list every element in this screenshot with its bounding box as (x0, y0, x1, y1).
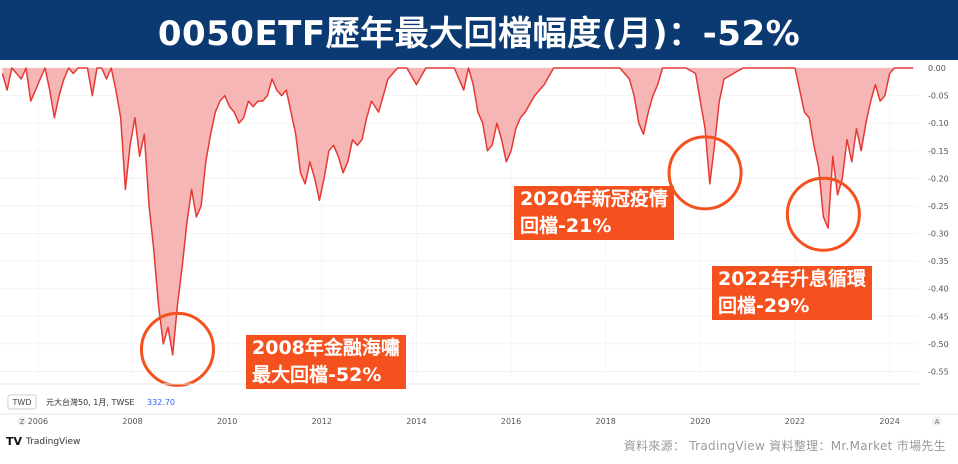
currency-label: TWD (12, 398, 32, 407)
x-tick-label: 2022 (785, 417, 805, 426)
y-tick-label: -0.25 (928, 202, 949, 211)
y-tick-label: -0.35 (928, 257, 949, 266)
callout-2020-line2: 回檔-21% (520, 215, 612, 237)
x-tick-label: 2008 (122, 417, 142, 426)
callout-2020: 2020年新冠疫情 回檔-21% (514, 186, 674, 240)
drawdown-line (1, 67, 914, 356)
x-tick-label: 2014 (406, 417, 426, 426)
callout-2008-line1: 2008年金融海嘯 (252, 337, 400, 359)
chart-title: 0050ETF歷年最大回檔幅度(月)：-52% (157, 13, 801, 54)
y-tick-label: 0.00 (928, 64, 946, 73)
y-tick-label: -0.55 (928, 367, 949, 376)
drawdown-chart: 0.00 -0.05 -0.10 -0.15 -0.20 -0.25 -0.30 -0.35 -… (0, 60, 958, 436)
x-tick-label: 2024 (879, 417, 899, 426)
tradingview-logo-text: TradingView (26, 436, 81, 447)
area-layer (1, 67, 914, 356)
axis-right-button[interactable] (932, 416, 942, 426)
data-source-credit: 資料來源： TradingView 資料整理：Mr.Market 市場先生 (623, 439, 946, 453)
circle-2022 (785, 176, 861, 252)
title-banner: 0050ETF歷年最大回檔幅度(月)：-52% (0, 0, 958, 60)
y-tick-label: -0.40 (928, 285, 949, 294)
y-tick-label: -0.30 (928, 230, 949, 239)
legend-value: 332.70 (147, 398, 175, 407)
callout-2008: 2008年金融海嘯 最大回檔-52% (246, 335, 406, 389)
x-tick-label: 2012 (312, 417, 332, 426)
tradingview-logo[interactable]: TV TradingView (6, 435, 80, 448)
x-tick-label: 2018 (596, 417, 616, 426)
callout-2022-line2: 回檔-29% (718, 295, 810, 317)
tradingview-icon: TV (6, 435, 23, 448)
y-tick-label: -0.50 (928, 340, 949, 349)
callout-2022-line1: 2022年升息循環 (718, 268, 866, 290)
y-axis: 0.00 -0.05 -0.10 -0.15 -0.20 -0.25 -0.30 -0.35 -… (928, 64, 949, 376)
y-tick-label: -0.10 (928, 119, 949, 128)
circle-2020 (667, 135, 743, 211)
legend-row: TWD 元大台灣50, 1月, TWSE 332.70 Z A (0, 383, 958, 426)
callout-2020-line1: 2020年新冠疫情 (520, 188, 668, 210)
x-axis: 2006 2008 2010 2012 2014 2016 2018 2020 2022 2024 (28, 417, 900, 426)
x-tick-label: 2020 (690, 417, 710, 426)
y-tick-label: -0.05 (928, 92, 949, 101)
circle-2008 (139, 311, 215, 387)
legend-name: 元大台灣50, 1月, TWSE (46, 397, 134, 407)
currency-button[interactable] (7, 394, 37, 410)
drawdown-area (2, 68, 914, 355)
highlight-circles (139, 135, 861, 387)
callout-2008-line2: 最大回檔-52% (252, 364, 382, 386)
x-tick-label: 2010 (217, 417, 237, 426)
axis-left-button-label: Z (20, 418, 25, 426)
callout-2022: 2022年升息循環 回檔-29% (712, 266, 872, 320)
y-tick-label: -0.20 (928, 174, 949, 183)
y-tick-label: -0.45 (928, 312, 949, 321)
x-tick-label: 2006 (28, 417, 48, 426)
y-tick-label: -0.15 (928, 147, 949, 156)
axis-left-button[interactable] (17, 416, 27, 426)
x-tick-label: 2016 (501, 417, 521, 426)
axis-right-button-label: A (935, 418, 940, 426)
